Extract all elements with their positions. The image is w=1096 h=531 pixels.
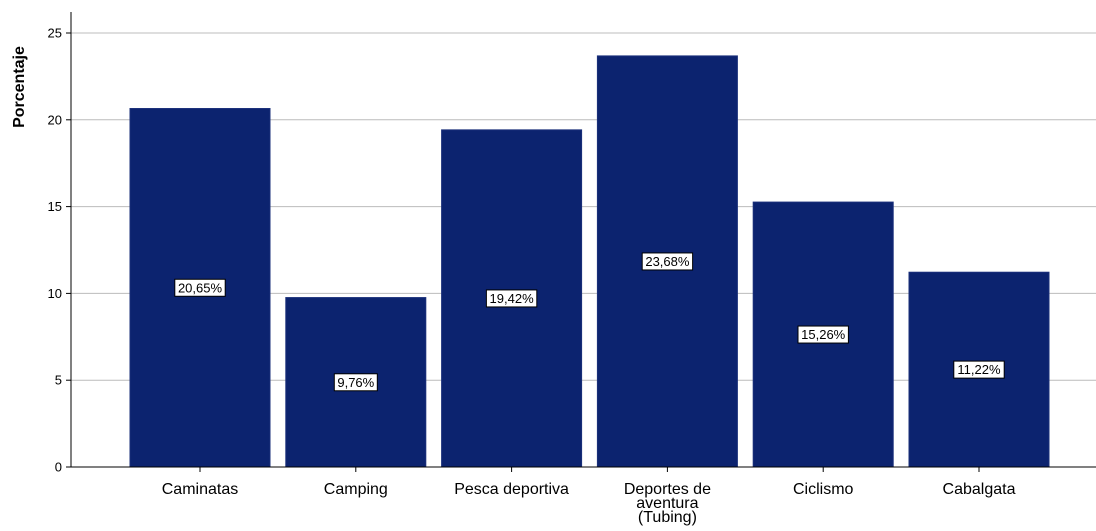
x-category-label: Deportes de aventura (Tubing) [624,481,711,526]
y-tick-label: 20 [48,112,62,127]
data-label: 9,76% [337,375,374,390]
data-label-box [641,252,694,271]
y-axis: 0 5 10 15 20 25 [48,12,72,475]
data-label: 11,22% [957,362,1001,377]
y-tick-label: 15 [48,199,62,214]
data-label: 19,42% [490,291,535,306]
bars [129,55,1050,468]
y-tick-label: 0 [55,460,62,475]
data-label-box [485,289,538,308]
data-label-box [174,278,226,297]
y-axis-title: Porcentaje [11,46,28,128]
x-category-label: Cabalgata [943,481,1016,498]
x-category-label: Caminatas [162,481,238,498]
x-axis: Caminatas Camping Pesca deportiva Deportes … [71,466,1096,526]
x-category-label: Ciclismo [793,481,854,498]
data-label: 15,26% [801,327,846,342]
y-tick-label: 25 [48,26,62,41]
x-category-label: Pesca deportiva [454,481,569,498]
data-labels: 20,65% 9,76% 19,42% 23,68% 15,26% 11,22% [174,252,1005,392]
data-label-box [953,360,1005,379]
data-label: 23,68% [645,254,690,269]
y-tick-label: 10 [48,286,62,301]
x-category-label: Camping [324,481,388,498]
y-tick-label: 5 [55,373,62,388]
data-label: 20,65% [178,280,223,295]
data-label-box [797,325,849,344]
data-label-box [333,373,378,392]
